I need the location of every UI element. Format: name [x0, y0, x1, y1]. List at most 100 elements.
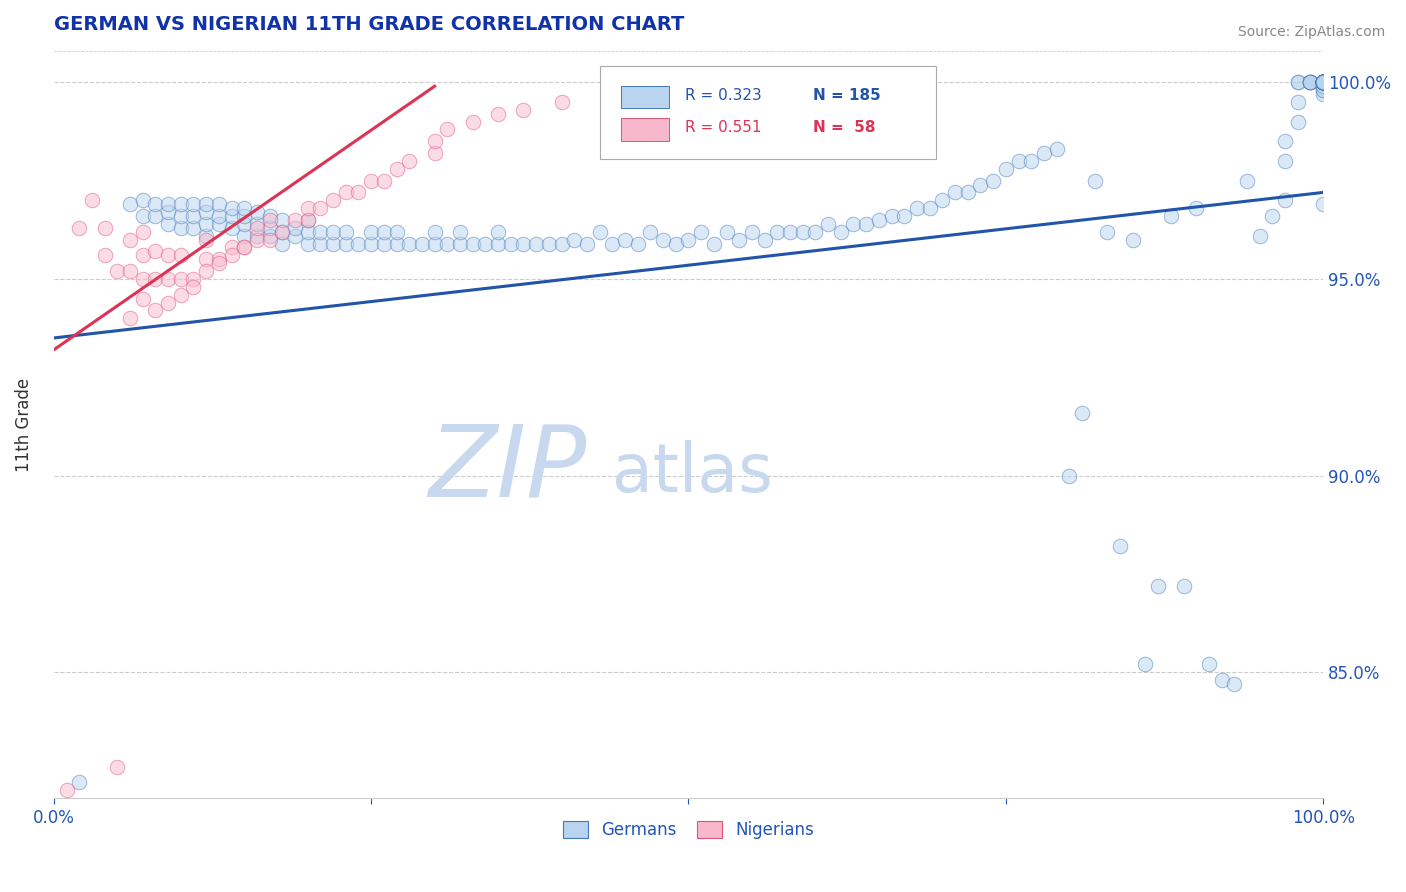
- Point: [55, 783, 77, 797]
- Point: [880, 209, 903, 223]
- Point: [183, 272, 205, 286]
- Point: [131, 272, 153, 286]
- Point: [1173, 579, 1195, 593]
- Point: [1312, 75, 1334, 89]
- Point: [779, 225, 801, 239]
- Point: [1312, 75, 1334, 89]
- Point: [1236, 173, 1258, 187]
- Point: [195, 264, 218, 278]
- Point: [893, 209, 915, 223]
- Point: [335, 236, 357, 251]
- Text: N = 185: N = 185: [813, 88, 880, 103]
- Point: [284, 220, 307, 235]
- Point: [1299, 75, 1322, 89]
- Point: [118, 197, 141, 211]
- Point: [1312, 79, 1334, 94]
- Point: [385, 236, 408, 251]
- Point: [461, 114, 484, 128]
- Point: [145, 209, 167, 223]
- Point: [373, 173, 395, 187]
- Point: [1019, 153, 1042, 168]
- Point: [1312, 75, 1334, 89]
- Point: [398, 153, 420, 168]
- Y-axis label: 11th Grade: 11th Grade: [15, 377, 32, 472]
- Point: [195, 197, 218, 211]
- Point: [385, 161, 408, 176]
- Point: [969, 178, 991, 192]
- Point: [486, 107, 509, 121]
- Point: [1312, 75, 1334, 89]
- Point: [741, 225, 763, 239]
- Point: [461, 236, 484, 251]
- Point: [145, 244, 167, 259]
- Point: [1312, 79, 1334, 94]
- Point: [67, 220, 90, 235]
- Point: [170, 272, 193, 286]
- Point: [195, 233, 218, 247]
- Point: [640, 225, 662, 239]
- Point: [614, 233, 637, 247]
- Point: [233, 240, 256, 254]
- Point: [1312, 75, 1334, 89]
- Point: [170, 220, 193, 235]
- Point: [436, 122, 458, 136]
- Point: [221, 240, 243, 254]
- Point: [271, 225, 294, 239]
- Point: [246, 205, 269, 219]
- Point: [93, 248, 115, 262]
- Point: [322, 194, 344, 208]
- Point: [1312, 75, 1334, 89]
- Point: [347, 236, 370, 251]
- Point: [80, 194, 103, 208]
- Point: [297, 225, 319, 239]
- Point: [1312, 75, 1334, 89]
- Point: [183, 209, 205, 223]
- Point: [208, 209, 231, 223]
- Point: [905, 201, 928, 215]
- Text: Source: ZipAtlas.com: Source: ZipAtlas.com: [1237, 25, 1385, 39]
- Point: [1312, 75, 1334, 89]
- Point: [1312, 75, 1334, 89]
- Point: [170, 287, 193, 301]
- Point: [792, 225, 814, 239]
- Point: [208, 252, 231, 267]
- Point: [385, 225, 408, 239]
- Point: [1299, 75, 1322, 89]
- Point: [145, 197, 167, 211]
- Text: ZIP: ZIP: [429, 421, 586, 518]
- FancyBboxPatch shape: [621, 118, 669, 141]
- Point: [499, 236, 522, 251]
- Point: [562, 233, 585, 247]
- Point: [817, 217, 839, 231]
- Point: [994, 161, 1017, 176]
- Text: R = 0.551: R = 0.551: [685, 120, 761, 136]
- Point: [195, 217, 218, 231]
- Point: [131, 292, 153, 306]
- Point: [1160, 209, 1182, 223]
- Point: [423, 225, 446, 239]
- Point: [335, 225, 357, 239]
- Point: [221, 248, 243, 262]
- Point: [1286, 114, 1309, 128]
- Point: [131, 194, 153, 208]
- Point: [233, 240, 256, 254]
- Point: [1312, 75, 1334, 89]
- Point: [754, 233, 776, 247]
- Point: [360, 236, 382, 251]
- Point: [423, 146, 446, 161]
- Point: [766, 225, 789, 239]
- Point: [170, 248, 193, 262]
- Point: [105, 264, 128, 278]
- Point: [423, 236, 446, 251]
- Point: [1299, 75, 1322, 89]
- Point: [943, 186, 966, 200]
- Point: [1122, 233, 1144, 247]
- Point: [1312, 75, 1334, 89]
- Point: [1312, 75, 1334, 89]
- Point: [1312, 75, 1334, 89]
- Point: [221, 201, 243, 215]
- Point: [195, 228, 218, 243]
- Point: [398, 236, 420, 251]
- Point: [233, 228, 256, 243]
- Point: [1312, 75, 1334, 89]
